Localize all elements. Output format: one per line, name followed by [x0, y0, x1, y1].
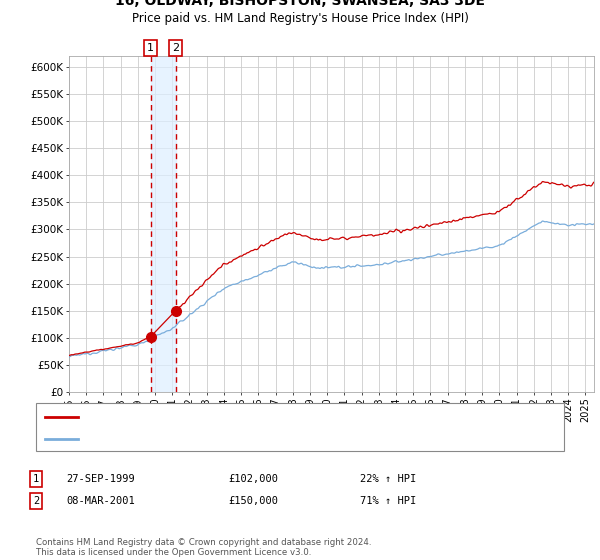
Text: 1: 1 [33, 474, 39, 484]
Text: 71% ↑ HPI: 71% ↑ HPI [360, 496, 416, 506]
Text: Contains HM Land Registry data © Crown copyright and database right 2024.
This d: Contains HM Land Registry data © Crown c… [36, 538, 371, 557]
Text: 22% ↑ HPI: 22% ↑ HPI [360, 474, 416, 484]
Text: 08-MAR-2001: 08-MAR-2001 [66, 496, 135, 506]
Text: £102,000: £102,000 [228, 474, 278, 484]
Bar [151, 56, 176, 392]
Text: 27-SEP-1999: 27-SEP-1999 [66, 474, 135, 484]
Text: 16, OLDWAY, BISHOPSTON, SWANSEA, SA3 3DE: 16, OLDWAY, BISHOPSTON, SWANSEA, SA3 3DE [115, 0, 485, 8]
Text: HPI: Average price, detached house, Swansea: HPI: Average price, detached house, Swan… [84, 434, 323, 444]
Text: 16, OLDWAY, BISHOPSTON, SWANSEA, SA3 3DE (detached house): 16, OLDWAY, BISHOPSTON, SWANSEA, SA3 3DE… [84, 413, 427, 422]
Text: Price paid vs. HM Land Registry's House Price Index (HPI): Price paid vs. HM Land Registry's House … [131, 12, 469, 25]
Text: 1: 1 [147, 43, 154, 53]
Text: 2: 2 [33, 496, 39, 506]
Text: £150,000: £150,000 [228, 496, 278, 506]
Text: 2: 2 [172, 43, 179, 53]
